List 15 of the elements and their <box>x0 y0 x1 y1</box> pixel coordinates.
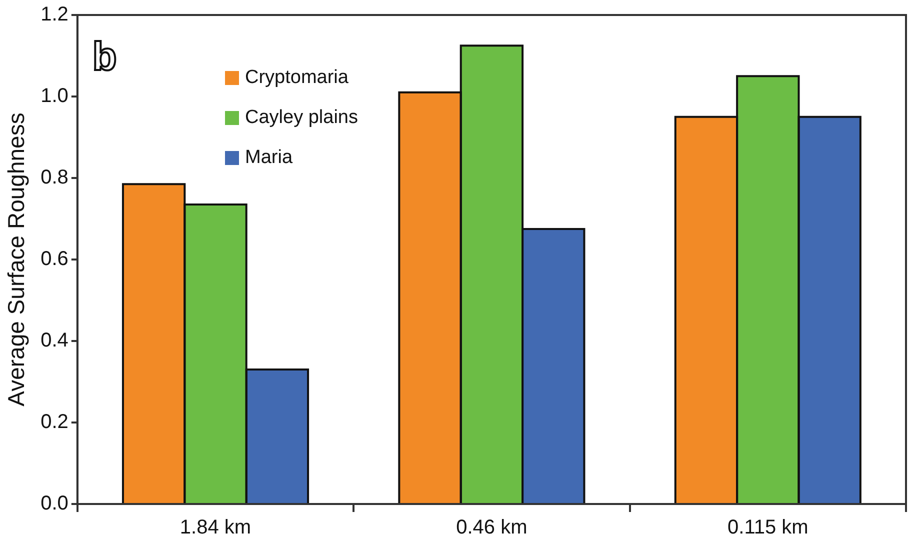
x-tick-label: 0.115 km <box>728 516 808 539</box>
annotation: b <box>92 35 117 80</box>
x-tick-label: 1.84 km <box>180 516 252 539</box>
y-tick-label: 0.8 <box>40 166 68 189</box>
y-tick-label: 1.2 <box>40 4 68 26</box>
x-tick-label: 0.46 km <box>456 516 528 539</box>
y-axis-title: Average Surface Roughness <box>3 112 30 406</box>
y-tick-label: 0.2 <box>40 411 68 434</box>
y-tick-label: 0.4 <box>40 330 68 352</box>
legend-label: Cryptomaria <box>245 67 348 89</box>
y-tick-label: 1.0 <box>40 85 68 108</box>
y-tick-label: 0.6 <box>40 248 68 270</box>
legend-label: Cayley plains <box>245 107 358 129</box>
y-tick-label: 0.0 <box>40 492 68 515</box>
legend-label: Maria <box>245 147 293 169</box>
